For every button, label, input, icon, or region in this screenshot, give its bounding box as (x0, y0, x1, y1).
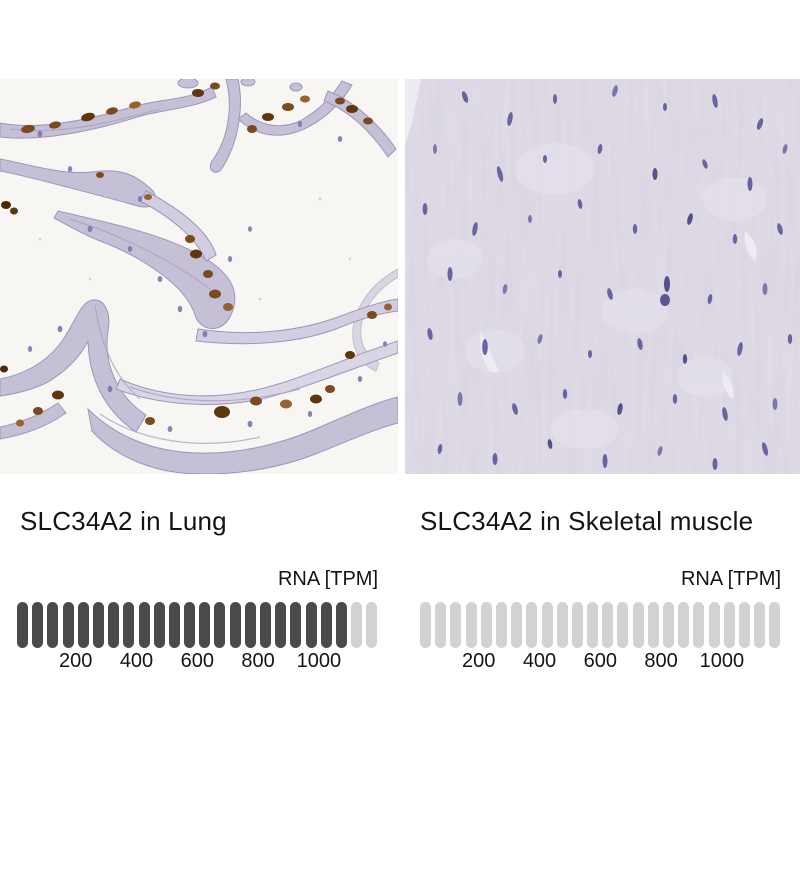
lung-rna-axis-ticks: 200 400 600 800 1000 (17, 650, 378, 674)
lung-rna-bar-block: RNA [TPM] 200 400 600 800 1000 (17, 568, 378, 674)
rna-axis-tick-label: 600 (180, 650, 214, 672)
micrograph-row (0, 79, 800, 474)
rna-tpm-segment (229, 602, 241, 648)
rna-tpm-segment (663, 602, 674, 648)
rna-tpm-segment (260, 602, 271, 648)
rna-tpm-segment (556, 602, 568, 648)
rna-axis-tick-label: 200 (59, 650, 93, 672)
skeletal-muscle-rna-tpm-label: RNA [TPM] (680, 568, 781, 590)
rna-tpm-segment (602, 602, 614, 648)
rna-tpm-segment (366, 602, 378, 648)
rna-tpm-segment (351, 602, 363, 648)
rna-tpm-segment (153, 602, 165, 648)
tissue-expression-figure: SLC34A2 in Lung RNA [TPM] 200 400 600 800 10… (0, 79, 800, 674)
skeletal-muscle-rna-axis-ticks: 200 400 600 800 1000 (420, 650, 781, 674)
rna-tpm-segment (450, 602, 462, 648)
rna-axis-tick-label: 200 (462, 650, 496, 672)
rna-tpm-segment (184, 602, 196, 648)
rna-tpm-segment (420, 602, 431, 648)
skeletal-muscle-rna-bar-block: RNA [TPM] 200 400 600 800 1000 (420, 568, 781, 674)
rna-tpm-segment (495, 602, 507, 648)
rna-tpm-segment (92, 602, 104, 648)
rna-tpm-segment (435, 602, 447, 648)
rna-axis-tick-label: 400 (119, 650, 154, 672)
skeletal-muscle-caption: SLC34A2 in Skeletal muscle (420, 506, 754, 536)
rna-tpm-segment (108, 602, 120, 648)
rna-tpm-segment (632, 602, 644, 648)
rna-tpm-segment (290, 602, 302, 648)
rna-tpm-segment (335, 602, 347, 648)
caption-and-bar-row: SLC34A2 in Lung RNA [TPM] 200 400 600 800 10… (0, 474, 800, 674)
rna-tpm-segment (214, 602, 226, 648)
rna-tpm-segment (571, 602, 583, 648)
rna-axis-tick-label: 400 (522, 650, 557, 672)
lung-rna-tpm-label: RNA [TPM] (277, 568, 378, 590)
rna-tpm-segment (617, 602, 629, 648)
lung-ihc-image (0, 79, 398, 474)
skeletal-muscle-ihc-image (405, 79, 800, 474)
rna-tpm-segment (32, 602, 44, 648)
rna-axis-tick-label: 800 (241, 650, 275, 672)
skeletal-muscle-rna-tpm-bar (420, 602, 781, 648)
rna-tpm-segment (320, 602, 332, 648)
rna-axis-tick-label: 1000 (296, 650, 342, 672)
rna-tpm-segment (62, 602, 74, 648)
rna-tpm-segment (511, 602, 523, 648)
rna-tpm-segment (541, 602, 553, 648)
rna-tpm-segment (708, 602, 720, 648)
rna-tpm-segment (199, 602, 211, 648)
rna-tpm-segment (77, 602, 89, 648)
rna-axis-tick-label: 1000 (699, 650, 745, 672)
rna-axis-tick-label: 600 (583, 650, 617, 672)
rna-tpm-segment (754, 602, 766, 648)
rna-tpm-segment (526, 602, 538, 648)
rna-tpm-segment (738, 602, 750, 648)
lung-rna-tpm-bar (17, 602, 378, 648)
rna-tpm-segment (678, 602, 690, 648)
lung-caption: SLC34A2 in Lung (20, 506, 227, 536)
rna-tpm-segment (480, 602, 492, 648)
rna-tpm-segment (47, 602, 59, 648)
rna-tpm-segment (138, 602, 150, 648)
rna-tpm-segment (769, 602, 781, 648)
rna-tpm-segment (168, 602, 180, 648)
rna-axis-tick-label: 800 (644, 650, 678, 672)
rna-tpm-segment (465, 602, 477, 648)
lung-info-column: SLC34A2 in Lung RNA [TPM] 200 400 600 800 10… (0, 474, 398, 674)
rna-tpm-segment (17, 602, 28, 648)
rna-tpm-segment (647, 602, 659, 648)
rna-tpm-segment (693, 602, 705, 648)
skeletal-muscle-panel (405, 79, 800, 474)
rna-tpm-segment (275, 602, 287, 648)
rna-tpm-segment (723, 602, 735, 648)
lung-panel (0, 79, 398, 474)
skeletal-muscle-info-column: SLC34A2 in Skeletal muscle RNA [TPM] 200… (405, 474, 800, 674)
rna-tpm-segment (244, 602, 256, 648)
rna-tpm-segment (587, 602, 599, 648)
rna-tpm-segment (123, 602, 135, 648)
rna-tpm-segment (305, 602, 317, 648)
